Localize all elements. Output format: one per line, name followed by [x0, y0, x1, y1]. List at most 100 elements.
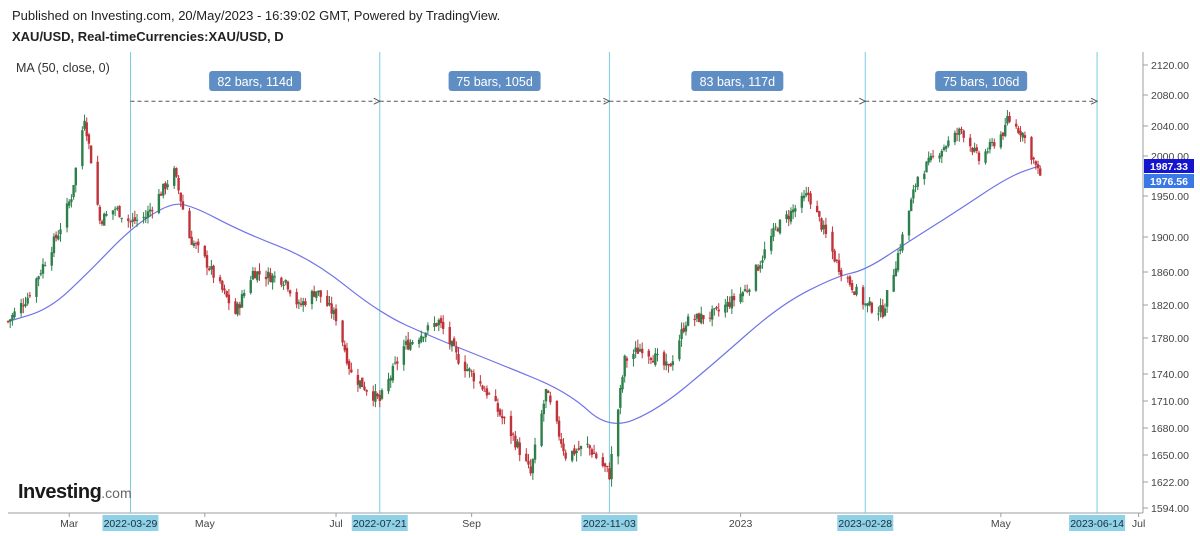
candle-body: [37, 276, 40, 280]
candle-body: [332, 310, 336, 315]
candle-body: [732, 295, 736, 301]
candle-body: [993, 142, 996, 147]
candle-body: [50, 252, 53, 266]
candle-body: [194, 243, 198, 245]
candle-body: [713, 308, 716, 310]
plot-frame: [8, 52, 1144, 514]
candle-body: [1008, 115, 1011, 122]
candle-body: [975, 147, 978, 151]
candle-body: [864, 303, 867, 305]
candle-body: [1004, 124, 1007, 137]
candle-body: [892, 274, 895, 292]
y-tick-label: 1820.00: [1151, 300, 1189, 312]
candle-body: [6, 321, 10, 323]
candle-body: [809, 193, 812, 205]
candle-body: [264, 276, 268, 280]
range-label: 83 bars, 117d: [700, 75, 776, 89]
candle-body: [496, 403, 500, 412]
candle-body: [632, 354, 635, 359]
candle-body: [848, 276, 852, 285]
candle-body: [11, 314, 14, 320]
candle-body: [190, 236, 193, 245]
candle-body: [571, 450, 574, 461]
candle-body: [662, 352, 666, 366]
candle-body: [448, 327, 451, 344]
candle-body: [601, 457, 605, 466]
candle-body: [411, 342, 414, 344]
candle-body: [111, 210, 115, 215]
candle-body: [258, 270, 261, 275]
candle-body: [253, 271, 257, 279]
y-tick-label: 1622.00: [1151, 477, 1189, 489]
candle-body: [240, 294, 244, 308]
candle-body: [603, 463, 607, 467]
candle-body: [654, 353, 657, 365]
candle-body: [120, 217, 123, 219]
candle-body: [636, 347, 640, 354]
candle-body: [511, 433, 515, 435]
candle-body: [304, 301, 307, 306]
x-tick-label: May: [991, 518, 1012, 530]
candle-body: [741, 292, 744, 297]
candle-body: [866, 303, 869, 306]
date-tag: [1069, 515, 1126, 531]
symbol-title: XAU/USD, Real-timeCurrencies:XAU/USD, D: [12, 29, 284, 44]
candle-body: [242, 293, 246, 296]
x-tick-label: Jul: [1132, 518, 1145, 530]
candle-body: [754, 264, 758, 291]
x-axis: Mar May Jul Sep 2023 May Jul 2022-03-29 2022-07-…: [60, 513, 1145, 531]
y-tick-label: 1740.00: [1151, 369, 1189, 381]
candle-body: [52, 236, 56, 254]
candle-body: [595, 453, 598, 459]
range-label-box: [448, 71, 541, 91]
investing-logo: Investing.com: [18, 481, 132, 504]
candle-body: [463, 361, 467, 372]
candle-body: [286, 281, 290, 290]
date-tag: [102, 515, 159, 531]
candle-body: [986, 151, 989, 153]
y-tick-label: 2120.00: [1151, 60, 1189, 72]
candle-body: [468, 368, 471, 372]
candle-body: [608, 468, 611, 480]
x-tick-label: May: [195, 518, 216, 530]
candle-body: [343, 344, 346, 351]
candle-body: [179, 192, 182, 202]
candle-body: [870, 302, 874, 313]
candle-body: [942, 147, 946, 150]
candle-body: [837, 260, 841, 272]
y-tick-label: 1650.00: [1151, 450, 1189, 462]
y-tick-label: 1680.00: [1151, 423, 1189, 435]
candle-body: [116, 207, 119, 209]
candle-body: [288, 290, 292, 294]
candle-body: [498, 409, 502, 416]
candle-body: [157, 193, 161, 213]
candle-body: [358, 380, 362, 388]
candle-body: [531, 459, 535, 474]
candle-body: [439, 318, 443, 324]
candle-body: [22, 305, 25, 307]
candle-body: [525, 453, 528, 461]
candle-body: [188, 210, 191, 239]
candle-body: [756, 266, 760, 271]
candle-body: [542, 403, 545, 415]
candle-body: [483, 390, 486, 392]
candle-body: [1001, 132, 1005, 136]
candle-body: [466, 369, 469, 371]
price-tag-box: [1144, 174, 1194, 188]
candle-body: [789, 210, 793, 222]
candle-body: [518, 442, 521, 456]
candle-body: [879, 305, 882, 313]
candle-body: [280, 277, 283, 285]
candle-body: [328, 302, 331, 305]
candle-body: [947, 140, 950, 147]
candle-body: [693, 318, 696, 321]
candle-body: [625, 358, 629, 361]
candle-body: [1030, 136, 1033, 160]
candle-body: [426, 325, 430, 331]
y-tick-label: 1780.00: [1151, 333, 1189, 345]
candle-body: [166, 184, 169, 188]
candle-body: [748, 289, 751, 292]
candle-body: [761, 260, 764, 263]
y-tick-label: 1950.00: [1151, 191, 1189, 203]
